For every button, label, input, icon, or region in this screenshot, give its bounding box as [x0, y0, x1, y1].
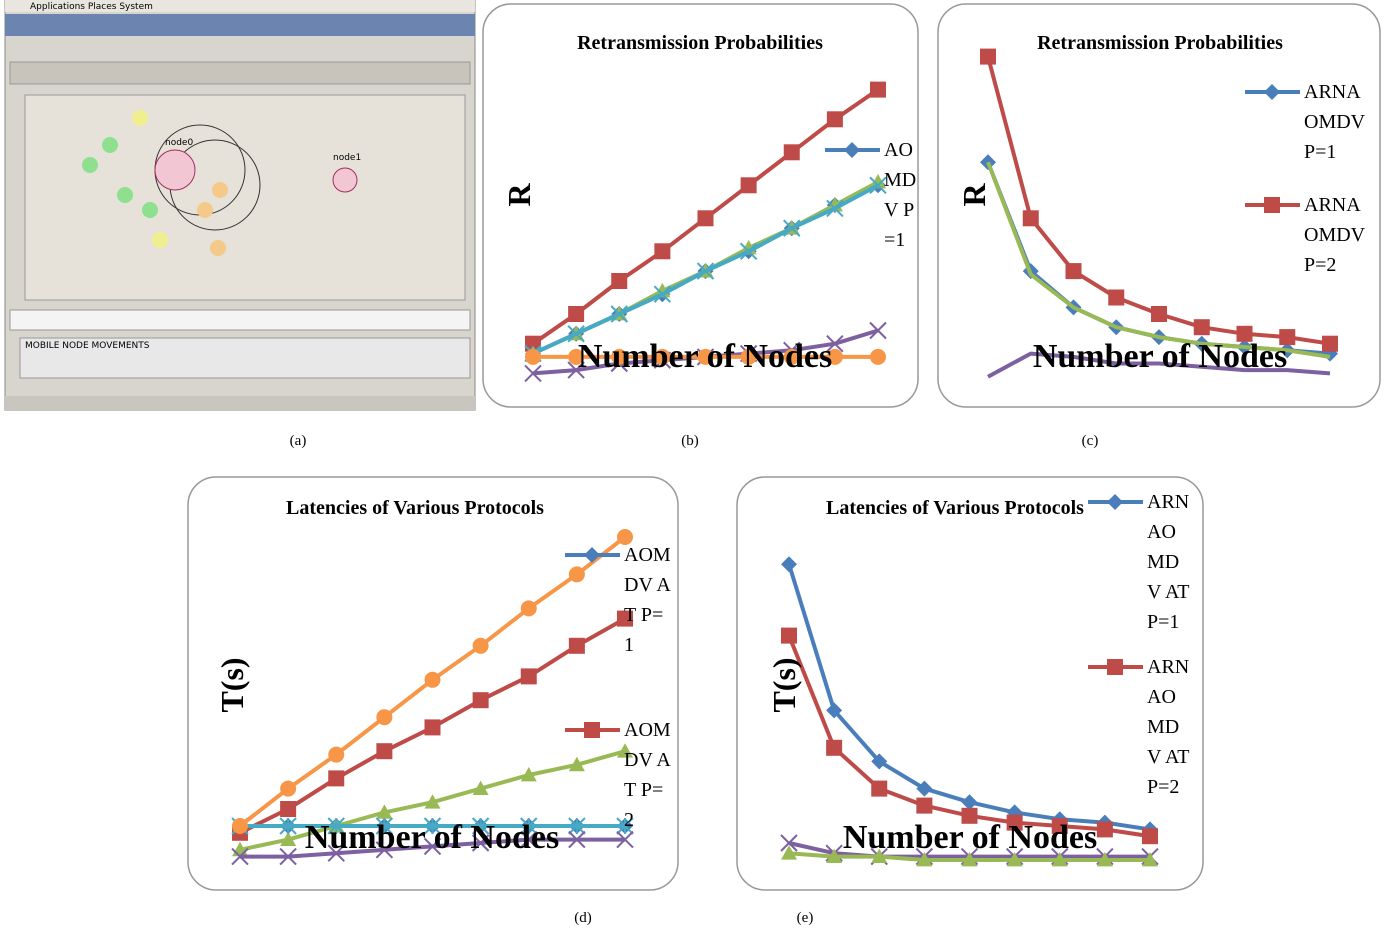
point [521, 668, 537, 684]
x-axis-label: Number of Nodes [843, 819, 1097, 856]
point [784, 144, 800, 160]
chart: Latencies of Various Protocols T(s) Number… [188, 477, 678, 890]
y-axis-label: T(s) [766, 657, 802, 712]
legend-marker [584, 722, 600, 738]
chart-title: Latencies of Various Protocols [826, 497, 1084, 519]
node [333, 168, 357, 192]
node-label: node1 [333, 153, 361, 163]
canvas [25, 95, 465, 300]
point [568, 306, 584, 322]
legend-label: ARNAOMDV P=1 [1304, 77, 1374, 167]
point [826, 740, 842, 756]
chart: Retransmission Probabilities R Number of N… [483, 4, 918, 407]
caption: (e) [797, 910, 814, 926]
point [376, 709, 392, 725]
point [916, 798, 932, 814]
chart-title: Retransmission Probabilities [577, 32, 823, 54]
point [611, 273, 627, 289]
point [425, 672, 441, 688]
chart: Latencies of Various Protocols T(s) Number… [737, 477, 1203, 890]
point [525, 349, 541, 365]
y-axis-label: T(s) [214, 657, 250, 712]
point [1108, 290, 1124, 306]
node [142, 202, 158, 218]
point [280, 801, 296, 817]
chart-title: Latencies of Various Protocols [286, 497, 544, 519]
panel-label: MOBILE NODE MOVEMENTS [25, 341, 150, 351]
chart-title: Retransmission Probabilities [1037, 32, 1283, 54]
point [1023, 210, 1039, 226]
point [1097, 821, 1113, 837]
title-bar [5, 14, 475, 36]
menu-text: Applications Places System [30, 2, 153, 12]
point [425, 719, 441, 735]
legend-label: ARNAOMDV AT P=2 [1147, 652, 1193, 802]
node [197, 202, 213, 218]
node [132, 110, 148, 126]
point [870, 349, 886, 365]
point [376, 743, 392, 759]
point [1322, 336, 1338, 352]
x-axis-label: Number of Nodes [578, 338, 832, 375]
point [781, 628, 797, 644]
point [741, 177, 757, 193]
legend-label: AOMDV AT P=1 [624, 540, 672, 660]
node [155, 150, 195, 190]
point [473, 638, 489, 654]
legend-label: AOMDV P=1 [884, 135, 920, 255]
screenshot: Applications Places System node0 node1 M… [5, 0, 475, 410]
point [1194, 319, 1210, 335]
caption: (b) [681, 433, 699, 449]
point [473, 692, 489, 708]
caption: (a) [290, 433, 307, 449]
point [280, 781, 296, 797]
timeline [10, 310, 470, 330]
point [328, 770, 344, 786]
caption: (c) [1082, 433, 1099, 449]
node [212, 182, 228, 198]
point [654, 243, 670, 259]
point [871, 781, 887, 797]
legend-label: ARNAOMDV P=2 [1304, 190, 1374, 280]
legend-marker [1107, 659, 1123, 675]
point [827, 111, 843, 127]
taskbar [5, 396, 475, 410]
point [232, 818, 248, 834]
node [117, 187, 133, 203]
node [210, 240, 226, 256]
toolbar [10, 62, 470, 84]
node-label: node0 [165, 138, 193, 148]
node [152, 232, 168, 248]
legend-label: ARNAOMDV AT P=1 [1147, 487, 1193, 637]
node [82, 157, 98, 173]
x-axis-label: Number of Nodes [305, 819, 559, 856]
point [1151, 306, 1167, 322]
page: Applications Places System node0 node1 M… [0, 0, 1385, 937]
point [569, 638, 585, 654]
y-axis-label: R [956, 183, 992, 207]
point [521, 600, 537, 616]
caption: (d) [574, 910, 592, 926]
x-axis-label: Number of Nodes [1033, 338, 1287, 375]
y-axis-label: R [501, 183, 537, 207]
point [980, 49, 996, 65]
point [870, 82, 886, 98]
point [698, 210, 714, 226]
legend-marker [1264, 197, 1280, 213]
legend-label: AOMDV AT P=2 [624, 715, 672, 835]
node [102, 137, 118, 153]
point [569, 566, 585, 582]
point [1142, 828, 1158, 844]
point [1066, 263, 1082, 279]
point [328, 747, 344, 763]
